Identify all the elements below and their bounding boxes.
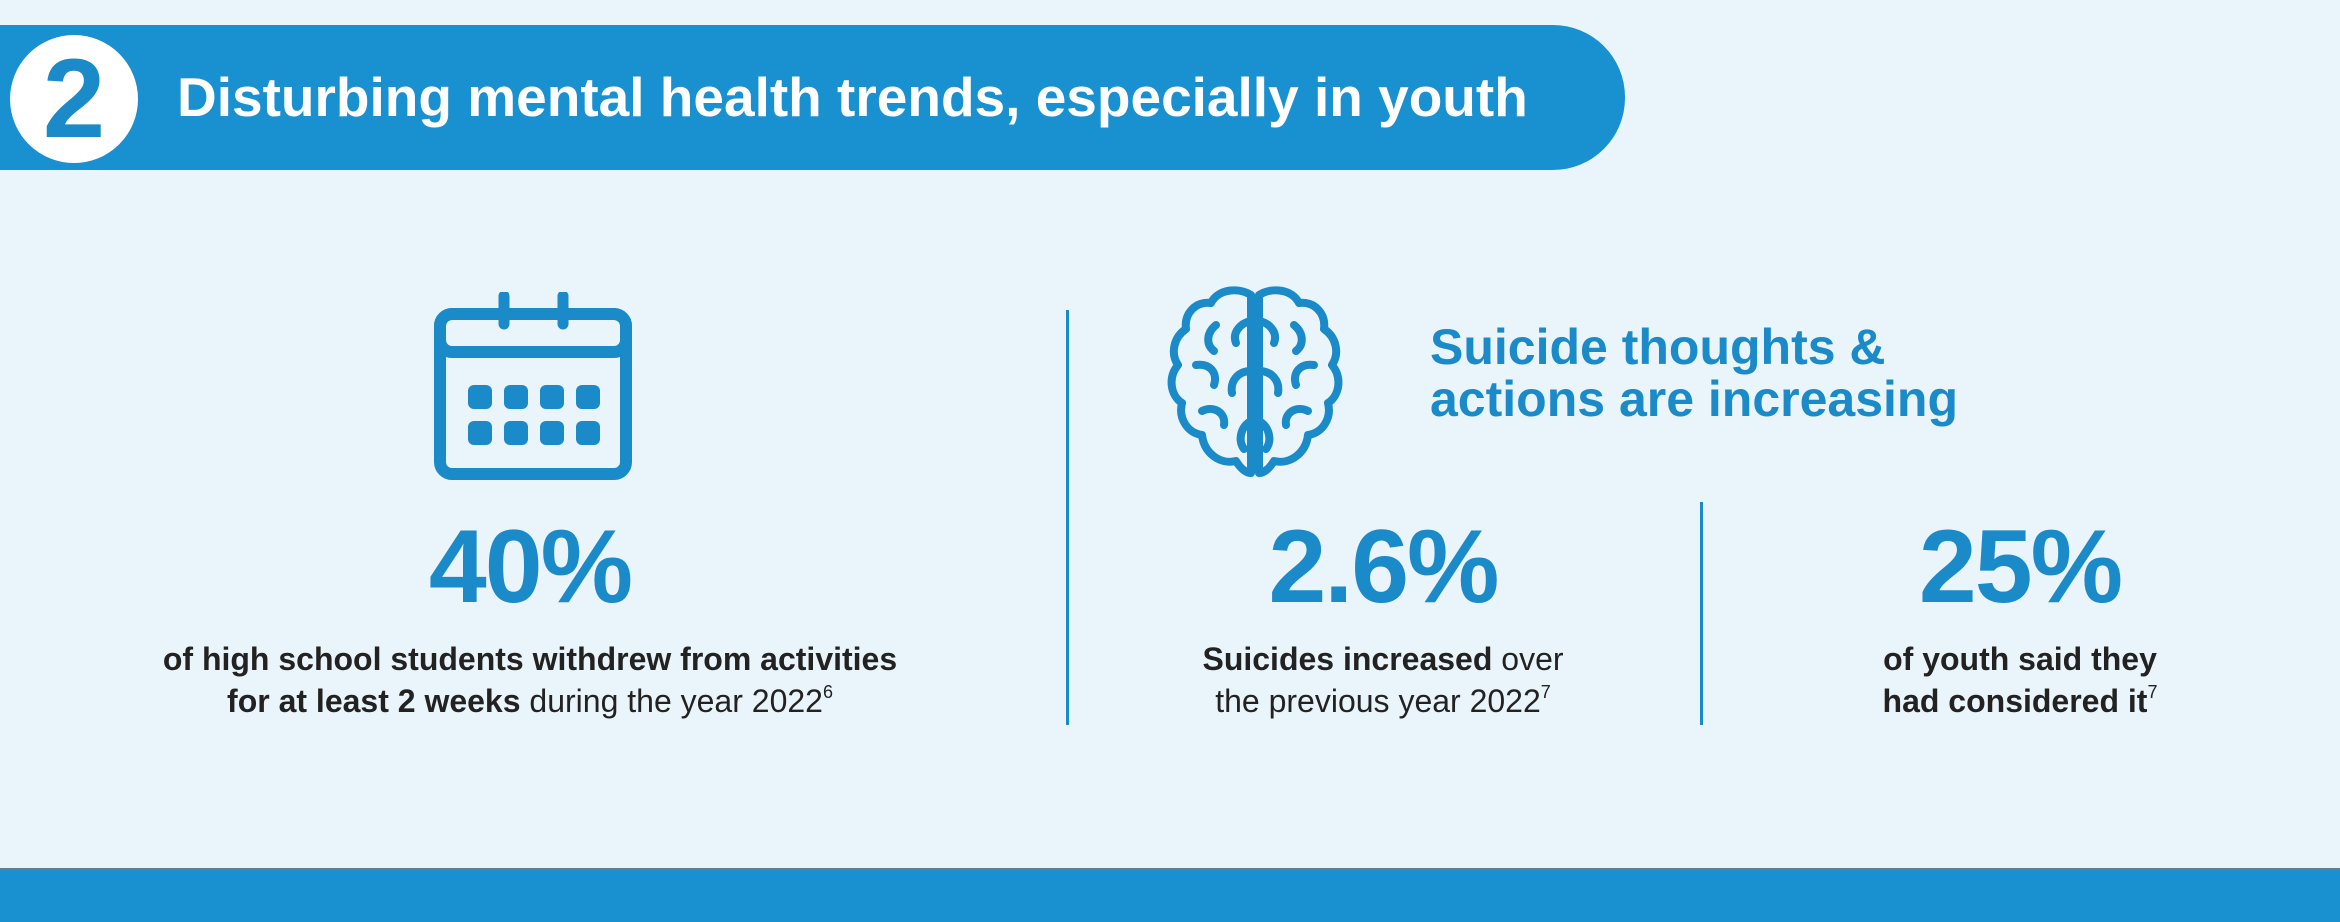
footnote-ref: 7 <box>2147 682 2158 702</box>
page-title: Disturbing mental health trends, especia… <box>177 66 1528 128</box>
desc-bold-text: for at least 2 weeks <box>227 683 521 719</box>
desc-bold-text: of high school students withdrew from ac… <box>162 641 898 677</box>
desc-bold-text: of youth said they <box>1883 641 2157 677</box>
section-number-badge: 2 <box>4 29 144 169</box>
header-banner <box>0 25 1625 170</box>
desc-bold-text: Suicides increased <box>1202 641 1493 677</box>
column-divider <box>1066 310 1069 725</box>
column-divider <box>1700 502 1703 725</box>
section-title-line: actions are increasing <box>1430 371 1959 427</box>
footnote-ref: 7 <box>1540 682 1551 702</box>
stat-suicides-description: Suicides increased over the previous yea… <box>1133 638 1633 722</box>
section-title: Suicide thoughts & actions are increasin… <box>1430 321 1958 425</box>
footnote-ref: 6 <box>822 682 833 702</box>
stat-suicides-value: 2.6% <box>1268 509 1499 625</box>
desc-regular-text: during the year 2022 <box>520 683 823 719</box>
stat-considered-value: 25% <box>1918 509 2123 625</box>
stat-considered-description: of youth said they had considered it7 <box>1770 638 2270 722</box>
calendar-icon <box>434 292 632 480</box>
section-title-line: Suicide thoughts & <box>1430 319 1886 375</box>
desc-regular-text: the previous year 2022 <box>1215 683 1541 719</box>
stat-withdrawal-value: 40% <box>428 509 633 625</box>
desc-regular-text: over <box>1492 641 1564 677</box>
desc-bold-text: had considered it <box>1882 683 2148 719</box>
stat-withdrawal-description: of high school students withdrew from ac… <box>90 638 970 722</box>
brain-icon <box>1166 281 1344 481</box>
footer-bar <box>0 868 2340 922</box>
